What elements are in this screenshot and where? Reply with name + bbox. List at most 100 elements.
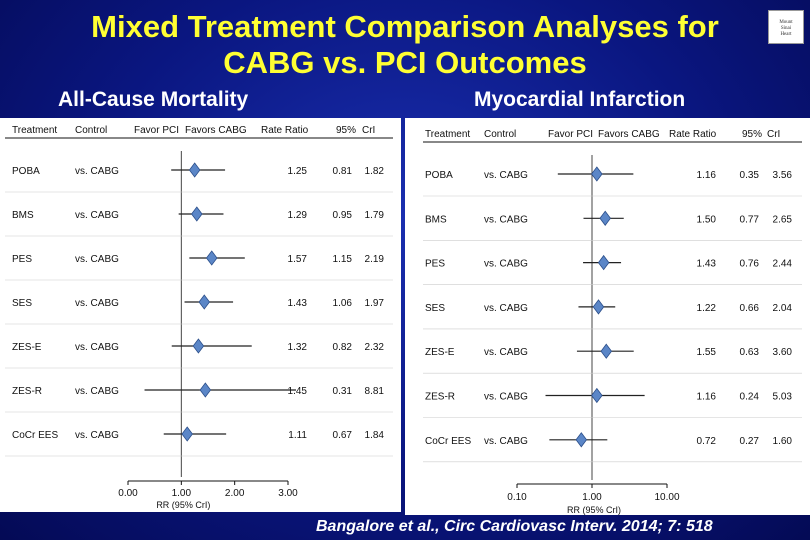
header-label: Rate Ratio <box>669 129 717 140</box>
row-ci-upper: 2.19 <box>365 254 385 265</box>
row-treatment-label: PES <box>425 259 445 270</box>
row-treatment-label: SES <box>12 298 32 309</box>
row-control-label: vs. CABG <box>75 386 119 397</box>
row-ci-lower: 0.67 <box>333 430 353 441</box>
forest-plot-mortality: Treatment Control Favor PCI Favors CABG Rate… <box>0 118 401 512</box>
row-rate-ratio: 1.50 <box>697 214 717 225</box>
row-rate-ratio: 0.72 <box>697 436 717 447</box>
header-label: Treatment <box>12 125 57 136</box>
row-ci-upper: 3.56 <box>773 170 793 181</box>
header-label: Control <box>484 129 516 140</box>
row-control-label: vs. CABG <box>484 259 528 270</box>
row-ci-lower: 0.76 <box>740 259 760 270</box>
row-ci-upper: 2.44 <box>773 259 793 270</box>
header-label: Favor PCI <box>134 125 179 136</box>
slide-title-line-1: Mixed Treatment Comparison Analyses for <box>91 9 719 44</box>
estimate-diamond <box>191 206 203 222</box>
row-ci-upper: 1.60 <box>773 436 793 447</box>
row-rate-ratio: 1.16 <box>697 170 717 181</box>
header-label: Favor PCI <box>548 129 593 140</box>
row-ci-lower: 0.24 <box>740 392 760 403</box>
row-control-label: vs. CABG <box>484 303 528 314</box>
row-control-label: vs. CABG <box>484 170 528 181</box>
row-rate-ratio: 1.11 <box>288 430 307 441</box>
logo-lettering: Mount Sinai Heart <box>779 20 793 37</box>
row-control-label: vs. CABG <box>484 392 528 403</box>
row-ci-upper: 1.84 <box>365 430 385 441</box>
estimate-diamond <box>188 162 201 178</box>
row-rate-ratio: 1.43 <box>288 298 308 309</box>
row-treatment-label: CoCr EES <box>425 436 471 447</box>
header-label: Favors CABG <box>185 125 247 136</box>
row-ci-lower: 0.82 <box>333 342 353 353</box>
row-treatment-label: BMS <box>12 210 34 221</box>
row-control-label: vs. CABG <box>75 210 119 221</box>
slide-title-line-2: CABG vs. PCI Outcomes <box>223 45 587 80</box>
row-treatment-label: POBA <box>425 170 453 181</box>
row-rate-ratio: 1.43 <box>697 259 717 270</box>
row-rate-ratio: 1.25 <box>288 166 308 177</box>
subtitle-all-cause-mortality: All-Cause Mortality <box>58 88 249 111</box>
row-rate-ratio: 1.16 <box>697 392 717 403</box>
x-axis-label: RR (95% CrI) <box>567 505 621 515</box>
row-treatment-label: ZES-R <box>425 392 455 403</box>
row-control-label: vs. CABG <box>484 214 528 225</box>
estimate-diamond <box>599 210 611 226</box>
forest-plot-mortality-svg: Treatment Control Favor PCI Favors CABG Rate… <box>5 125 393 510</box>
estimate-diamond <box>600 343 613 359</box>
estimate-diamond <box>205 250 218 266</box>
header-label: Rate Ratio <box>261 125 309 136</box>
mount-sinai-heart-logo: Mount Sinai Heart <box>768 10 804 44</box>
header-label: Control <box>75 125 107 136</box>
x-axis-label: RR (95% CrI) <box>156 500 210 510</box>
x-tick-label: 0.00 <box>118 488 138 499</box>
row-rate-ratio: 1.55 <box>697 347 717 358</box>
estimate-diamond <box>591 387 603 404</box>
header-label: 95% <box>742 129 762 140</box>
row-ci-upper: 1.82 <box>365 166 385 177</box>
row-treatment-label: ZES-E <box>12 342 42 353</box>
row-rate-ratio: 1.32 <box>288 342 308 353</box>
estimate-diamond <box>597 254 610 271</box>
row-treatment-label: ZES-E <box>425 347 455 358</box>
header-label: Treatment <box>425 129 470 140</box>
citation: Bangalore et al., Circ Cardiovasc Interv… <box>316 518 713 535</box>
header-label: CrI <box>767 129 780 140</box>
x-tick-label: 2.00 <box>225 488 245 499</box>
row-treatment-label: SES <box>425 303 445 314</box>
row-ci-upper: 2.04 <box>773 303 793 314</box>
row-ci-lower: 0.66 <box>740 303 760 314</box>
estimate-diamond <box>199 382 212 398</box>
row-rate-ratio: 1.45 <box>288 386 308 397</box>
row-ci-lower: 0.81 <box>333 166 353 177</box>
row-control-label: vs. CABG <box>75 298 119 309</box>
row-ci-upper: 8.81 <box>365 386 385 397</box>
estimate-diamond <box>198 294 211 310</box>
estimate-diamond <box>591 166 603 182</box>
x-tick-label: 10.00 <box>654 492 679 503</box>
x-tick-label: 1.00 <box>172 488 192 499</box>
row-treatment-label: PES <box>12 254 32 265</box>
row-treatment-label: POBA <box>12 166 40 177</box>
estimate-diamond <box>181 426 193 442</box>
subtitle-myocardial-infarction: Myocardial Infarction <box>474 88 686 111</box>
row-rate-ratio: 1.57 <box>288 254 308 265</box>
row-rate-ratio: 1.22 <box>697 303 717 314</box>
estimate-diamond <box>192 338 205 354</box>
row-ci-lower: 0.31 <box>333 386 353 397</box>
row-ci-lower: 0.35 <box>740 170 760 181</box>
row-ci-lower: 1.15 <box>333 254 353 265</box>
row-ci-lower: 0.63 <box>740 347 760 358</box>
row-control-label: vs. CABG <box>75 430 119 441</box>
row-ci-upper: 2.65 <box>773 214 793 225</box>
x-tick-label: 0.10 <box>507 492 527 503</box>
row-control-label: vs. CABG <box>75 254 119 265</box>
row-control-label: vs. CABG <box>484 436 528 447</box>
row-ci-lower: 0.95 <box>333 210 353 221</box>
row-control-label: vs. CABG <box>484 347 528 358</box>
row-rate-ratio: 1.29 <box>288 210 308 221</box>
forest-plot-mi-svg: Treatment Control Favor PCI Favors CABG Rate… <box>423 129 802 515</box>
x-tick-label: 3.00 <box>278 488 298 499</box>
row-treatment-label: CoCr EES <box>12 430 58 441</box>
row-ci-lower: 1.06 <box>333 298 353 309</box>
